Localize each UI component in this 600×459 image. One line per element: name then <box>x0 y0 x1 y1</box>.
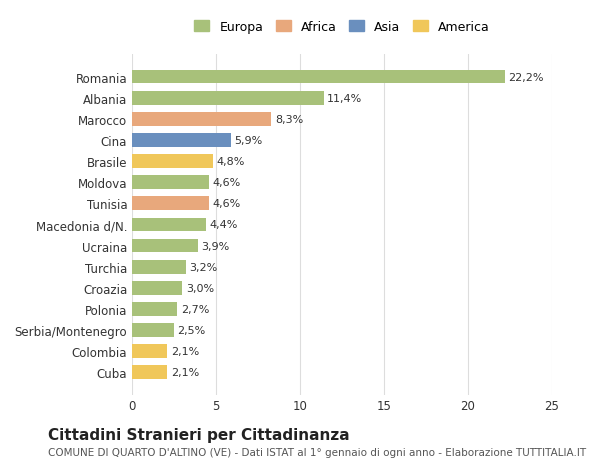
Text: 4,8%: 4,8% <box>216 157 244 167</box>
Legend: Europa, Africa, Asia, America: Europa, Africa, Asia, America <box>191 17 493 38</box>
Bar <box>132 155 212 168</box>
Bar <box>132 324 174 337</box>
Bar <box>132 134 231 147</box>
Text: 22,2%: 22,2% <box>508 73 544 82</box>
Bar <box>132 92 323 105</box>
Text: 3,9%: 3,9% <box>201 241 229 251</box>
Text: 4,4%: 4,4% <box>209 220 238 230</box>
Text: 4,6%: 4,6% <box>212 199 241 209</box>
Text: 2,1%: 2,1% <box>170 368 199 377</box>
Text: 3,2%: 3,2% <box>189 262 217 272</box>
Bar <box>132 345 167 358</box>
Text: 5,9%: 5,9% <box>235 135 263 146</box>
Text: 8,3%: 8,3% <box>275 115 303 124</box>
Bar <box>132 71 505 84</box>
Bar <box>132 197 209 211</box>
Text: 3,0%: 3,0% <box>186 283 214 293</box>
Text: Cittadini Stranieri per Cittadinanza: Cittadini Stranieri per Cittadinanza <box>48 427 350 442</box>
Bar <box>132 112 271 126</box>
Text: COMUNE DI QUARTO D'ALTINO (VE) - Dati ISTAT al 1° gennaio di ogni anno - Elabora: COMUNE DI QUARTO D'ALTINO (VE) - Dati IS… <box>48 448 586 458</box>
Text: 4,6%: 4,6% <box>212 178 241 188</box>
Text: 2,1%: 2,1% <box>170 347 199 356</box>
Text: 2,5%: 2,5% <box>178 325 206 335</box>
Bar <box>132 260 186 274</box>
Bar <box>132 281 182 295</box>
Text: 2,7%: 2,7% <box>181 304 209 314</box>
Bar <box>132 366 167 379</box>
Bar <box>132 302 178 316</box>
Bar <box>132 176 209 190</box>
Text: 11,4%: 11,4% <box>327 94 362 103</box>
Bar <box>132 239 197 253</box>
Bar <box>132 218 206 232</box>
